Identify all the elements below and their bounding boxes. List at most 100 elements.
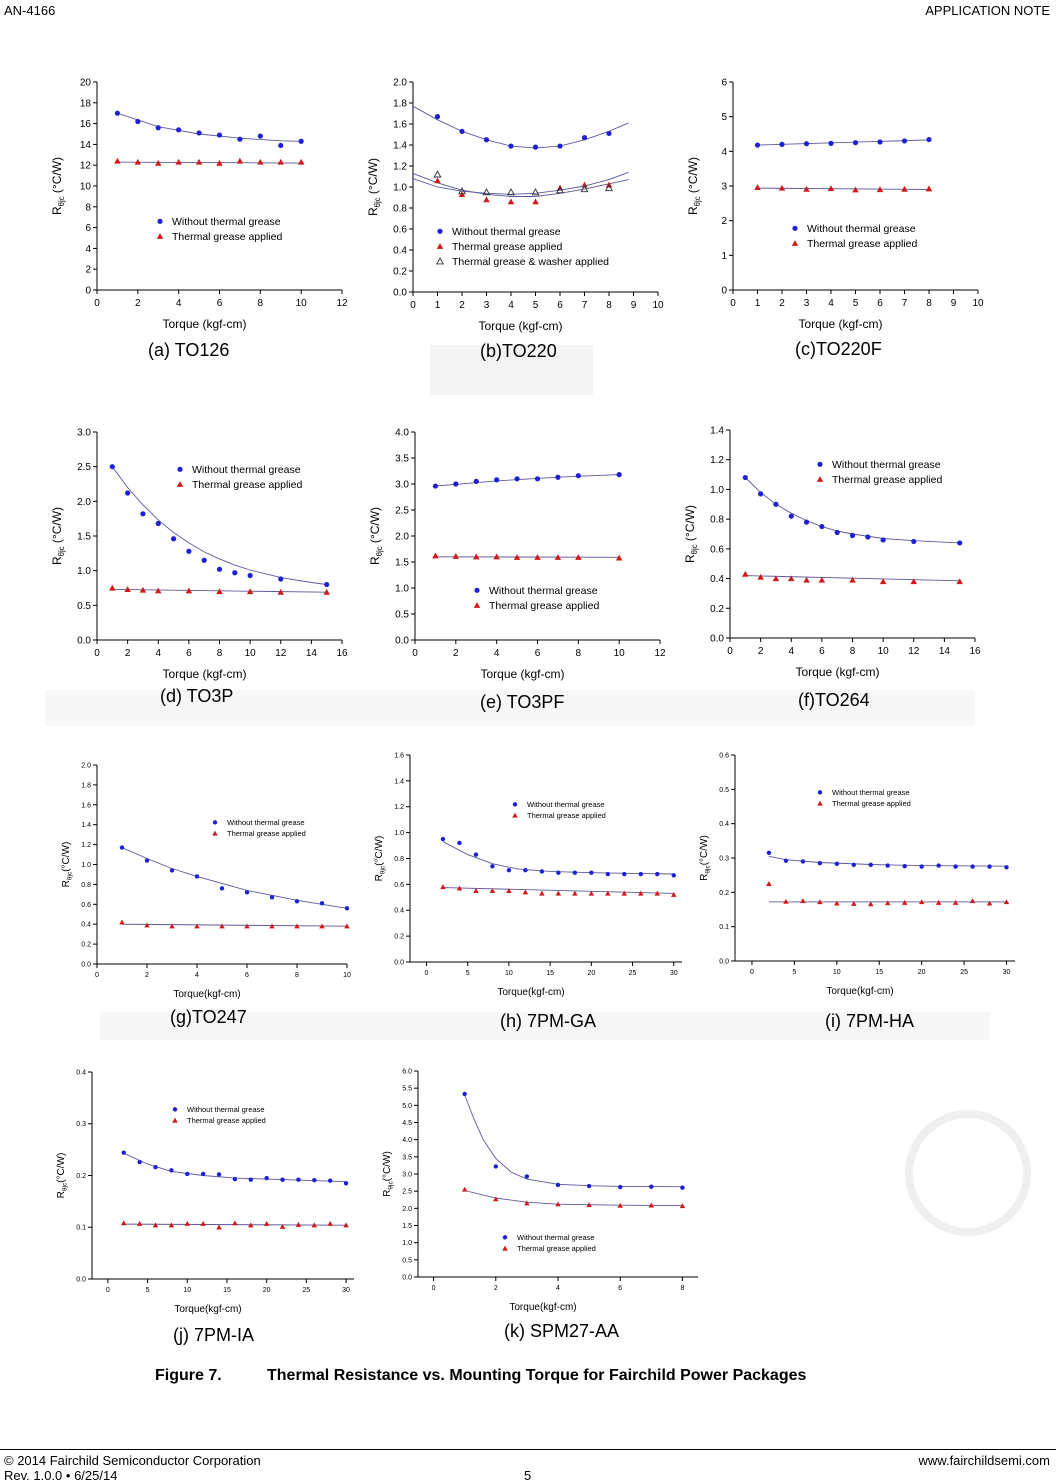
legend-label-1: Without thermal grease <box>452 226 561 238</box>
legend-label-1: Without thermal grease <box>807 223 916 235</box>
data-point-series-2 <box>925 185 933 192</box>
data-point-series-2 <box>507 198 515 205</box>
y-tick-label: 2.0 <box>81 762 91 769</box>
data-point-series-1 <box>622 871 627 877</box>
data-point-series-2 <box>800 898 806 904</box>
y-tick-label: 0.0 <box>76 1276 86 1283</box>
y-axis-label: Rθjc (°C/W) <box>366 158 382 216</box>
data-point-series-2 <box>852 186 859 193</box>
data-point-series-1 <box>459 128 465 134</box>
x-axis-label: Torque (kgf-cm) <box>795 665 879 679</box>
x-tick-label: 20 <box>587 970 595 977</box>
footer-url[interactable]: www.fairchildsemi.com <box>918 1453 1050 1468</box>
data-point-series-1 <box>534 476 541 482</box>
y-tick-label: 0.4 <box>393 246 407 257</box>
y-tick-label: 0.8 <box>81 882 91 889</box>
data-point-series-2 <box>119 919 125 925</box>
y-tick-label: 3 <box>721 182 727 193</box>
data-point-series-2 <box>648 1202 655 1208</box>
data-point-series-2 <box>195 158 203 165</box>
x-tick-label: 4 <box>176 298 182 309</box>
data-point-series-1 <box>877 139 883 145</box>
data-point-series-2 <box>817 899 823 905</box>
x-tick-label: 7 <box>902 298 908 309</box>
data-point-series-1 <box>852 140 859 146</box>
data-point-series-3 <box>580 184 589 193</box>
y-tick-label: 2.0 <box>395 532 409 543</box>
chart-k-spm27-aa: 0.0 0.5 1.0 1.5 2.0 2.5 3.0 3.5 4.0 4.5 5.0 5.5 6.0 0… <box>365 1062 705 1317</box>
y-tick-label: 2 <box>721 216 727 227</box>
data-point-series-1 <box>742 474 748 481</box>
data-point-series-2 <box>343 1222 349 1228</box>
data-point-series-2 <box>868 901 874 907</box>
legend-marker-2 <box>436 243 444 249</box>
data-point-series-1 <box>186 548 192 554</box>
data-point-series-2 <box>216 159 223 166</box>
chart-d-to3p: 0.0 0.5 1.0 1.5 2.0 2.5 3.0 0 2 4 6 8 10 12 14 16 Torque… <box>40 420 360 690</box>
y-tick-label: 0.1 <box>719 924 729 931</box>
x-tick-label: 6 <box>618 1285 622 1292</box>
caption-b: (b)TO220 <box>480 341 557 361</box>
data-point-series-2 <box>803 185 810 192</box>
data-point-series-1 <box>201 557 207 563</box>
y-tick-label: 1.0 <box>393 183 407 194</box>
data-point-series-2 <box>152 1222 159 1228</box>
watermark-bar-3 <box>100 1012 990 1040</box>
data-point-series-2 <box>524 1200 530 1206</box>
x-tick-label: 2 <box>453 648 459 659</box>
y-tick-label: 1.0 <box>394 830 404 837</box>
y-tick-label: 2 <box>85 265 91 276</box>
data-point-series-2 <box>879 578 887 585</box>
data-point-series-2 <box>185 587 193 594</box>
data-point-series-2 <box>586 1202 592 1208</box>
data-point-series-1 <box>506 867 512 873</box>
data-point-series-2 <box>216 588 223 595</box>
caption-k: (k) SPM27-AA <box>504 1321 620 1341</box>
y-tick-label: 1.4 <box>394 778 404 785</box>
y-axis-label: Rθjc(°C/W) <box>699 835 712 881</box>
figure-number: Figure 7. <box>155 1367 222 1384</box>
data-point-series-2 <box>294 923 300 929</box>
x-tick-label: 0 <box>727 646 733 657</box>
data-point-series-2 <box>617 1202 623 1208</box>
figure-title: Thermal Resistance vs. Mounting Torque f… <box>267 1367 807 1384</box>
data-point-series-1 <box>327 1178 333 1183</box>
x-tick-label: 1 <box>435 300 441 311</box>
legend-marker-1 <box>474 587 480 593</box>
y-tick-label: 3.5 <box>395 454 409 465</box>
data-point-series-1 <box>257 133 263 139</box>
x-tick-label: 4 <box>556 1285 560 1292</box>
y-tick-label: 1.6 <box>394 752 404 759</box>
data-point-series-1 <box>680 1185 685 1190</box>
x-tick-label: 0 <box>730 298 736 309</box>
y-tick-label: 0.2 <box>76 1173 86 1180</box>
x-tick-label: 6 <box>877 298 883 309</box>
data-point-series-1 <box>155 125 161 131</box>
x-tick-label: 2 <box>779 298 785 309</box>
data-point-series-1 <box>616 472 622 478</box>
y-tick-label: 2.0 <box>77 497 91 508</box>
y-tick-label: 0.0 <box>394 959 404 966</box>
y-tick-label: 0.3 <box>719 855 729 862</box>
trend-line-2 <box>435 556 620 558</box>
x-tick-label: 3 <box>804 298 810 309</box>
y-tick-label: 1.5 <box>395 558 409 569</box>
x-tick-label: 15 <box>546 970 554 977</box>
x-tick-label: 7 <box>582 300 588 311</box>
data-point-series-1 <box>244 890 250 895</box>
data-point-series-1 <box>153 1165 158 1170</box>
x-tick-label: 5 <box>792 969 796 976</box>
data-point-series-1 <box>834 861 840 867</box>
x-tick-label: 2 <box>758 646 764 657</box>
chart-f-to264: 0.0 0.2 0.4 0.6 0.8 1.0 1.2 1.4 0 2 4 6 8 10 12 14 16 Tor… <box>680 418 1000 688</box>
legend-marker-1 <box>157 218 163 224</box>
x-tick-label: 20 <box>918 969 926 976</box>
data-point-series-1 <box>638 871 643 877</box>
data-point-series-1 <box>539 869 545 874</box>
x-tick-label: 25 <box>302 1287 310 1294</box>
footer-rule <box>0 1449 1056 1450</box>
data-point-series-2 <box>679 1203 686 1209</box>
y-tick-label: 5.0 <box>402 1103 412 1110</box>
y-tick-label: 1.8 <box>81 782 91 789</box>
data-point-series-2 <box>236 157 244 164</box>
